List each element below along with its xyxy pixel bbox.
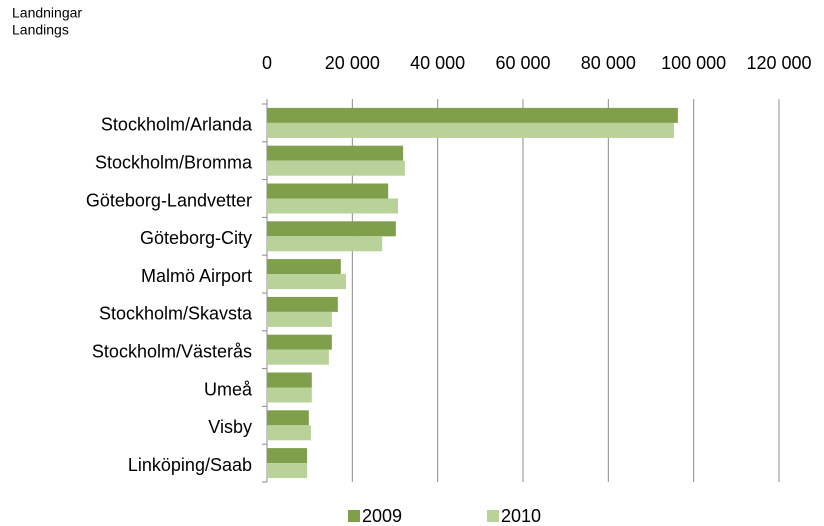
bar: [267, 311, 332, 327]
bar: [267, 448, 308, 464]
x-tick-label: 120 000: [746, 53, 811, 73]
legend-swatch: [487, 510, 499, 522]
bar: [267, 160, 405, 176]
x-tick-label: 20 000: [325, 53, 380, 73]
bar: [267, 425, 311, 441]
y-tick-label: Linköping/Saab: [128, 455, 252, 475]
bar: [267, 372, 312, 388]
y-tick-label: Malmö Airport: [141, 266, 252, 286]
y-tick-label: Stockholm/Bromma: [95, 152, 253, 172]
x-tick-label: 60 000: [495, 53, 550, 73]
y-tick-label: Visby: [208, 417, 252, 437]
bar: [267, 463, 308, 479]
bar: [267, 387, 312, 403]
bar: [267, 274, 346, 290]
legend-swatch: [348, 510, 360, 522]
bar: [267, 183, 389, 199]
bar: [267, 296, 338, 312]
y-tick-label: Stockholm/Arlanda: [101, 115, 253, 135]
bar: [267, 236, 383, 252]
y-tick-label: Göteborg-City: [140, 228, 252, 248]
y-tick-label: Göteborg-Landvetter: [86, 190, 252, 210]
bar: [267, 145, 404, 161]
legend-label: 2010: [501, 506, 541, 526]
y-tick-label: Stockholm/Skavsta: [99, 304, 253, 324]
legend-label: 2009: [362, 506, 402, 526]
bar: [267, 107, 678, 123]
bar: [267, 334, 332, 350]
y-tick-label: Umeå: [204, 379, 253, 399]
x-tick-label: 80 000: [581, 53, 636, 73]
axis-title-line: Landningar: [12, 5, 82, 21]
bar: [267, 410, 309, 426]
y-tick-label: Stockholm/Västerås: [92, 341, 252, 361]
bar: [267, 349, 329, 365]
x-tick-label: 100 000: [661, 53, 726, 73]
bar: [267, 122, 675, 138]
bar: [267, 221, 396, 237]
bar: [267, 198, 398, 214]
x-tick-label: 40 000: [410, 53, 465, 73]
axis-title-line: Landings: [12, 22, 69, 38]
x-tick-label: 0: [262, 53, 272, 73]
bar: [267, 259, 341, 275]
